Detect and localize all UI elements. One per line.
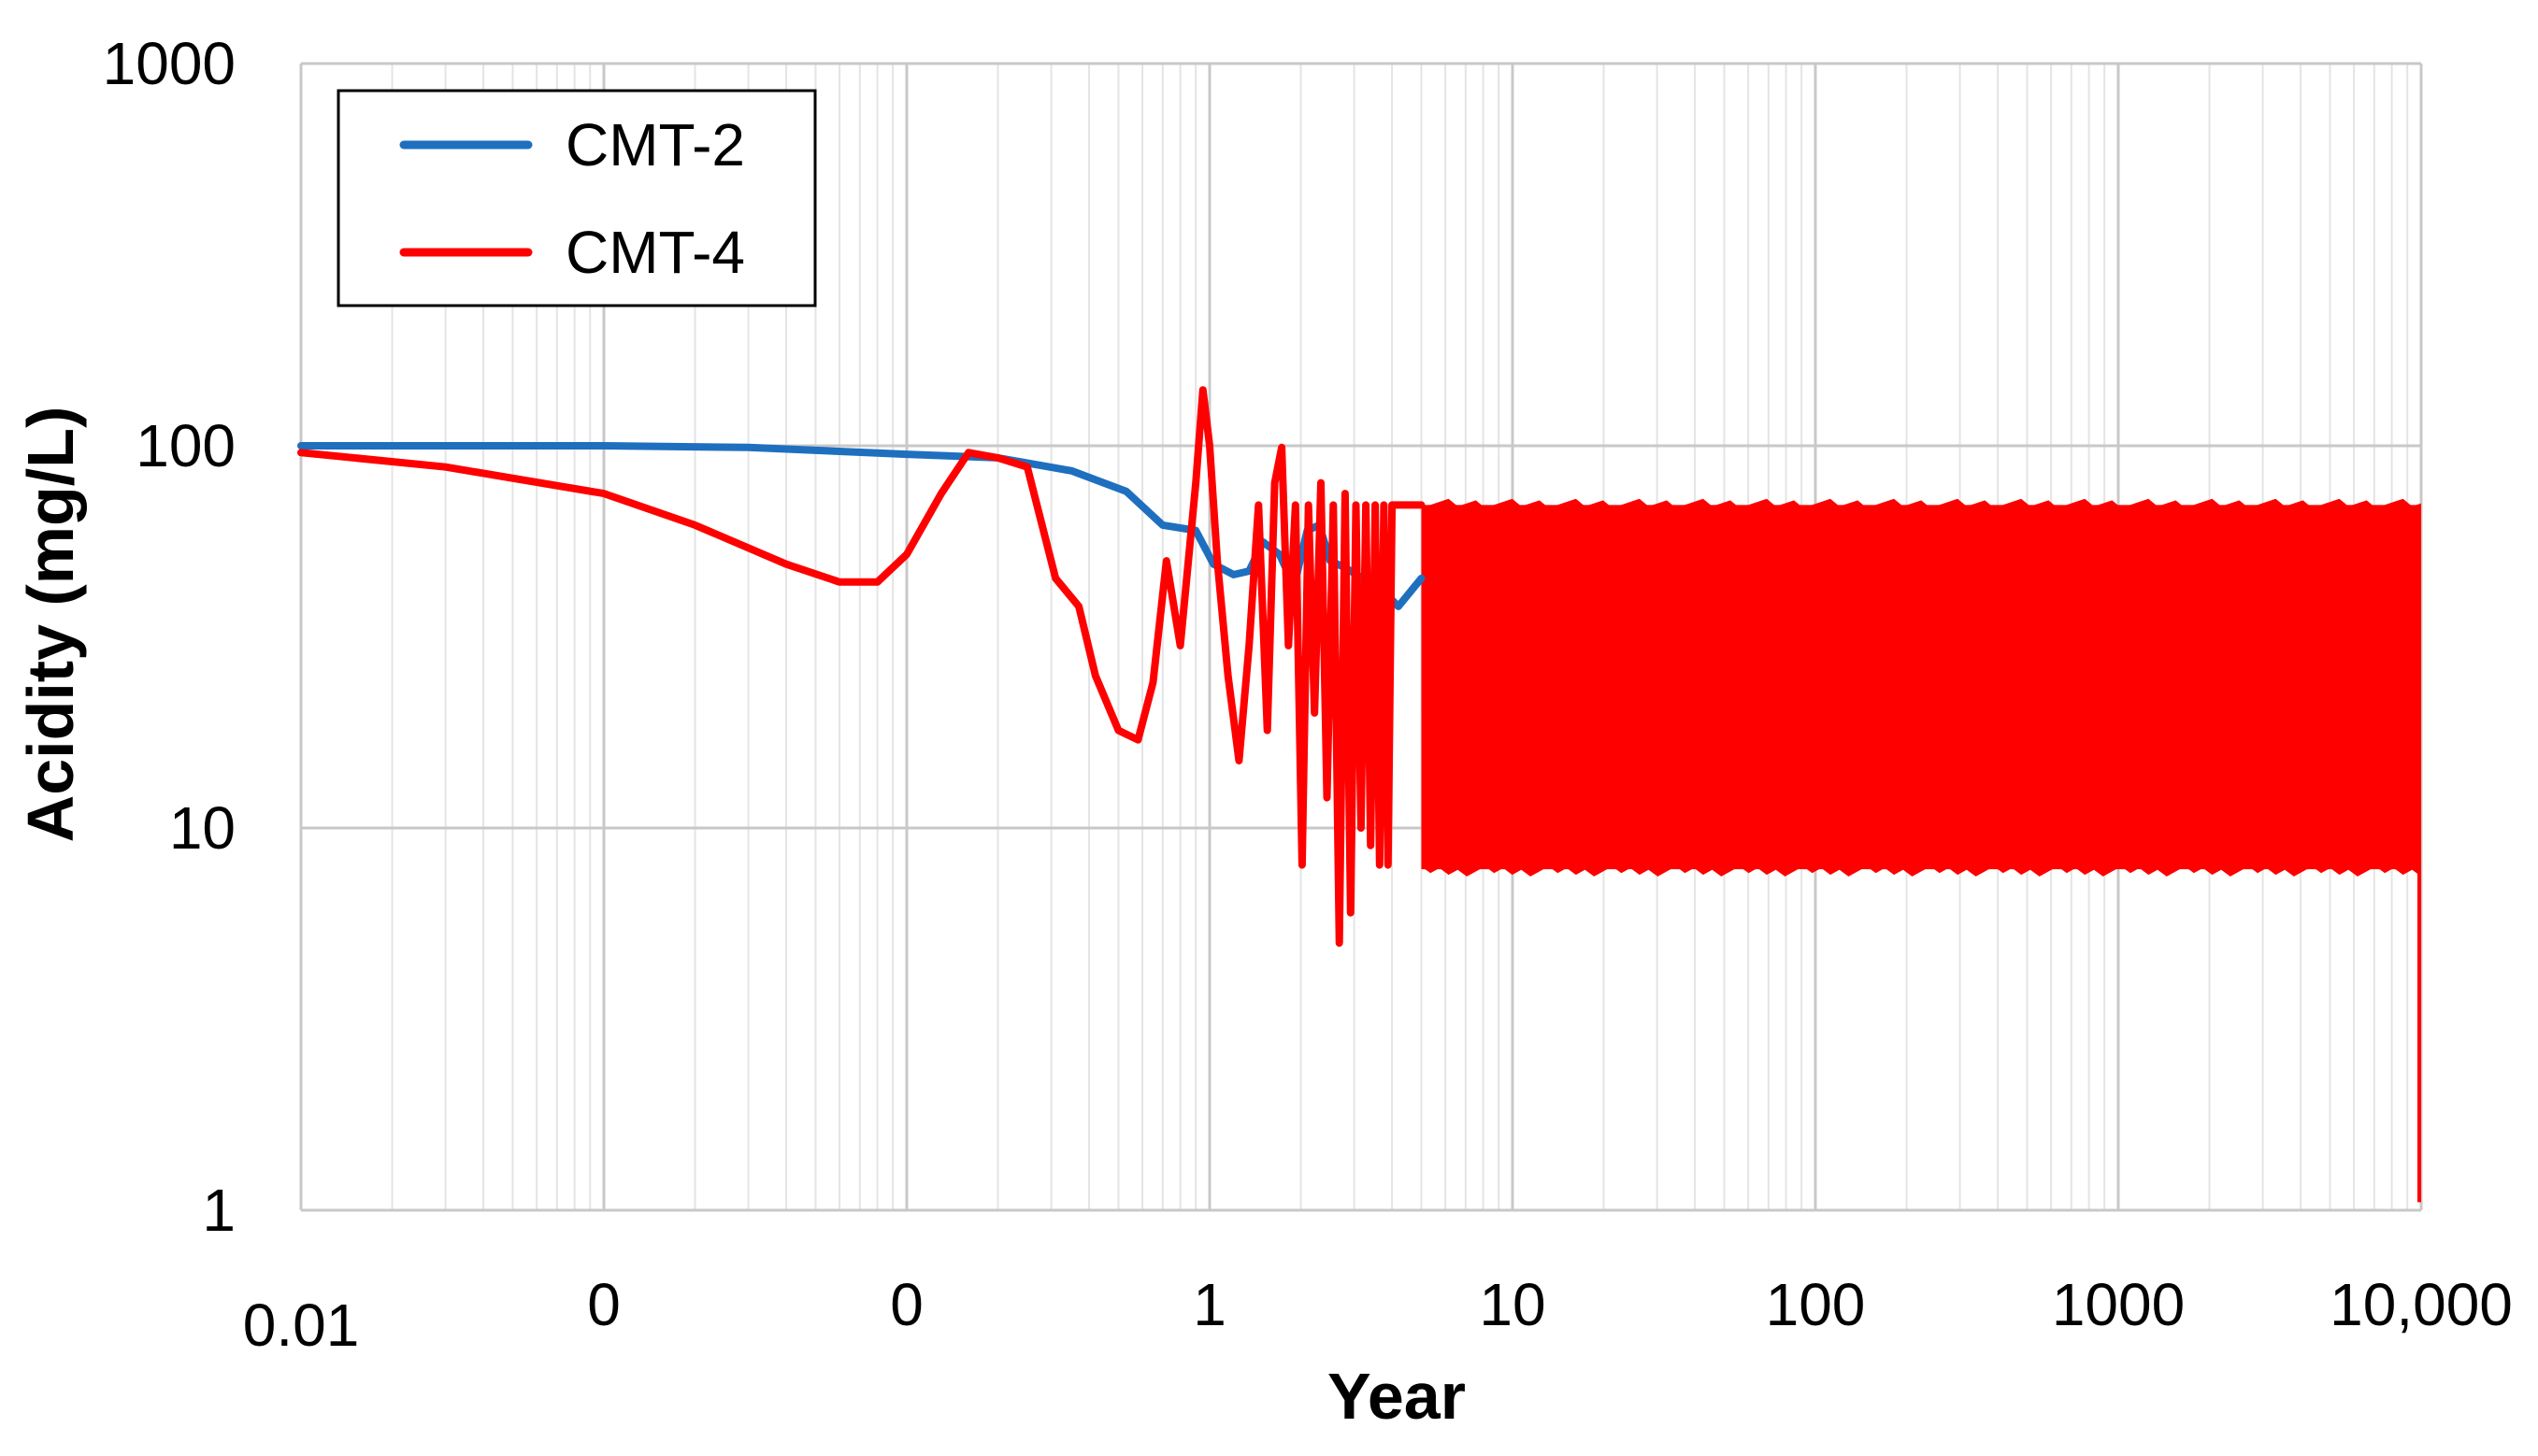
oscillation-band-edge <box>1421 498 2421 877</box>
series-lines <box>297 386 1426 948</box>
x-tick-label: 1000 <box>2052 1271 2185 1338</box>
y-axis-tick-labels: 1 10 100 1000 <box>103 30 236 1244</box>
y-tick-label: 1000 <box>103 30 236 97</box>
x-tick-label: 1 <box>1193 1271 1226 1338</box>
y-axis-title: Acidity (mg/L) <box>14 407 87 843</box>
legend: CMT-2 CMT-4 <box>337 89 817 307</box>
x-tick-label: 10 <box>1479 1271 1545 1338</box>
cmt-4-oscillation-band <box>1421 498 2421 1203</box>
x-tick-label: 10,000 <box>2330 1271 2513 1338</box>
legend-label-cmt-4: CMT-4 <box>566 219 745 286</box>
legend-box <box>337 89 817 307</box>
y-tick-label: 100 <box>136 412 236 479</box>
plot-area-border <box>299 64 2421 1212</box>
y-tick-label: 10 <box>169 794 236 862</box>
x-axis-tick-labels: 0.01 0 0 1 10 100 1000 10,000 <box>243 1271 2513 1359</box>
x-tick-label: 0 <box>890 1271 924 1338</box>
y-tick-label: 1 <box>202 1177 236 1244</box>
series-line-cmt-4 <box>297 386 1426 948</box>
x-tick-label: 0 <box>587 1271 621 1338</box>
x-tick-label: 100 <box>1766 1271 1866 1338</box>
legend-label-cmt-2: CMT-2 <box>566 111 745 178</box>
x-tick-label: 0.01 <box>243 1292 360 1359</box>
x-axis-title: Year <box>1327 1360 1466 1433</box>
